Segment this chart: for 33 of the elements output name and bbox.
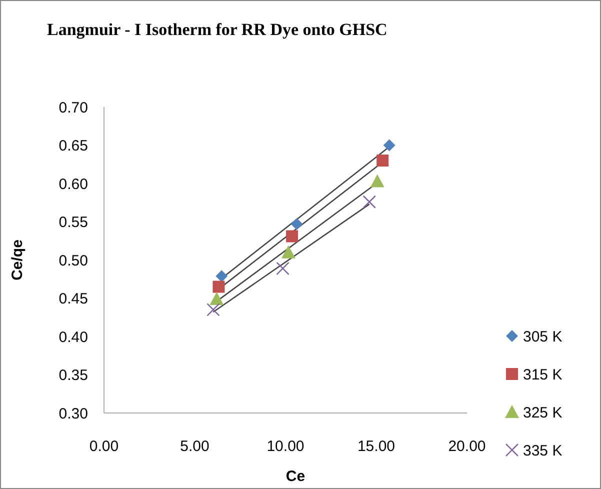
x-tick-label: 0.00 <box>89 438 119 455</box>
point <box>376 154 389 167</box>
legend-label: 335 K <box>523 442 562 460</box>
y-tick-label: 0.50 <box>58 252 88 270</box>
point <box>362 195 376 209</box>
y-tick-label: 0.45 <box>58 290 88 308</box>
legend-label: 325 K <box>523 404 562 422</box>
x-tick-label: 10.00 <box>266 438 304 455</box>
y-axis-title: Ce/qe <box>9 240 26 280</box>
y-tick-label: 0.55 <box>58 214 88 231</box>
x-tick-label: 5.00 <box>180 438 210 455</box>
point <box>370 174 384 188</box>
y-tick-label: 0.70 <box>58 99 88 116</box>
chart-title: Langmuir - I Isotherm for RR Dye onto GHSC <box>47 20 388 39</box>
y-tick-label: 0.30 <box>58 405 88 422</box>
legend-label: 315 K <box>523 366 562 384</box>
x-tick-label: 15.00 <box>357 438 396 455</box>
y-tick-label: 0.65 <box>58 138 88 154</box>
legend-label: 305 K <box>523 328 562 346</box>
point <box>212 280 225 293</box>
point <box>206 303 220 316</box>
y-tick-label: 0.35 <box>58 367 88 384</box>
x-tick-label: 20.00 <box>448 438 486 455</box>
y-tick-label: 0.60 <box>58 176 88 193</box>
x-axis-title: Ce <box>286 468 306 485</box>
point <box>281 245 296 258</box>
point <box>276 262 290 276</box>
point <box>286 230 298 242</box>
point <box>216 270 228 282</box>
point <box>290 218 303 230</box>
point <box>383 139 396 152</box>
point <box>210 292 224 306</box>
y-tick-label: 0.40 <box>58 328 88 346</box>
